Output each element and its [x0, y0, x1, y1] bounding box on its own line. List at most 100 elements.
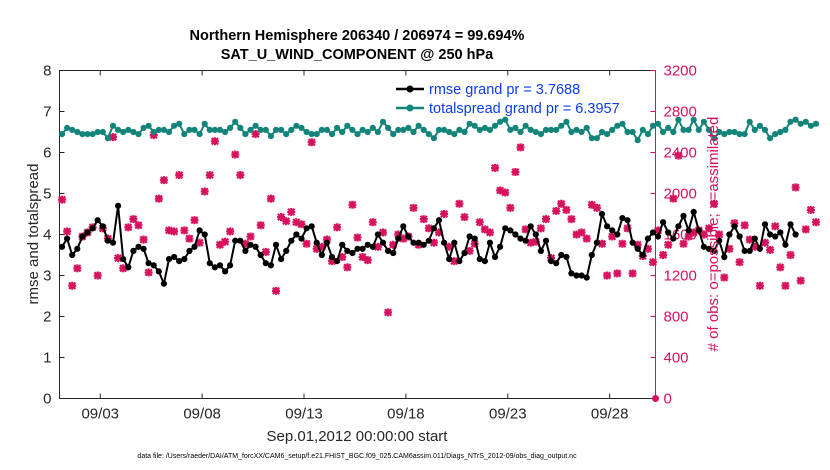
series-point-totalspread — [64, 124, 71, 131]
y-right-tick-label: 3200 — [664, 63, 697, 80]
series-point-rmse — [670, 235, 677, 242]
series-point-totalspread — [359, 126, 366, 133]
series-point-totalspread — [150, 128, 157, 136]
series-point-totalspread — [364, 128, 371, 136]
obs-marker — [170, 227, 179, 236]
series-point-rmse — [74, 245, 81, 252]
series-point-rmse — [385, 247, 392, 254]
series-point-rmse — [649, 229, 657, 236]
obs-marker — [557, 199, 566, 208]
series-point-rmse — [191, 243, 198, 250]
series-point-totalspread — [379, 118, 387, 125]
series-point-totalspread — [690, 116, 697, 123]
series-point-rmse — [558, 251, 565, 259]
obs-marker — [58, 195, 67, 204]
chart-title: Northern Hemisphere 206340 / 206974 = 99… — [190, 28, 525, 44]
series-point-totalspread — [227, 124, 234, 131]
obs-marker — [491, 163, 500, 172]
series-point-rmse — [782, 241, 789, 248]
series-point-totalspread — [761, 126, 769, 133]
series-point-totalspread — [160, 126, 167, 133]
series-point-rmse — [787, 221, 794, 228]
obs-marker — [674, 151, 683, 160]
series-point-totalspread — [670, 128, 677, 136]
series-point-rmse — [410, 239, 417, 246]
obs-marker — [185, 234, 194, 243]
series-point-rmse — [379, 239, 387, 246]
obs-marker — [210, 137, 219, 146]
obs-marker — [180, 226, 189, 235]
series-point-totalspread — [303, 128, 310, 136]
series-point-rmse — [171, 253, 178, 261]
x-tick-label: 09/03 — [81, 406, 119, 423]
series-point-rmse — [563, 253, 570, 261]
series-point-rmse — [395, 235, 402, 242]
series-point-rmse — [318, 251, 325, 259]
series-point-totalspread — [120, 128, 127, 136]
series-point-totalspread — [262, 126, 269, 133]
obs-marker — [659, 251, 668, 259]
series-point-totalspread — [385, 124, 392, 131]
obs-marker — [348, 200, 357, 209]
series-point-rmse — [430, 225, 437, 232]
series-point-totalspread — [537, 131, 545, 138]
series-point-totalspread — [446, 128, 453, 136]
series-point-totalspread — [191, 126, 198, 133]
series-point-totalspread — [614, 122, 621, 129]
series-point-totalspread — [257, 126, 264, 133]
series-point-rmse — [160, 280, 167, 287]
series-point-totalspread — [58, 131, 66, 138]
series-point-totalspread — [400, 126, 407, 133]
series-point-rmse — [165, 256, 173, 263]
series-point-totalspread — [69, 126, 76, 133]
obs-marker — [226, 227, 235, 236]
series-point-totalspread — [323, 126, 330, 133]
series-point-totalspread — [339, 128, 346, 136]
series-point-totalspread — [711, 135, 718, 142]
series-point-rmse — [665, 229, 672, 236]
series-point-rmse — [466, 233, 473, 240]
series-point-totalspread — [145, 122, 152, 129]
series-point-rmse — [374, 231, 381, 238]
series-point-rmse — [512, 231, 519, 238]
series-point-totalspread — [425, 131, 432, 138]
obs-marker — [715, 230, 724, 239]
series-point-rmse — [624, 217, 631, 224]
series-point-rmse — [695, 227, 702, 234]
series-point-rmse — [94, 217, 101, 224]
series-point-totalspread — [721, 131, 728, 138]
series-point-rmse — [527, 223, 534, 230]
obs-marker — [536, 224, 545, 233]
series-point-rmse — [176, 258, 183, 265]
obs-marker — [618, 239, 627, 248]
y-right-tick-label: 400 — [664, 350, 689, 367]
series-point-totalspread — [267, 133, 274, 140]
series-point-rmse — [644, 235, 652, 242]
obs-marker — [485, 228, 494, 237]
series-point-totalspread — [115, 126, 122, 133]
series-point-totalspread — [486, 126, 493, 133]
series-point-totalspread — [553, 126, 560, 133]
obs-marker-zero — [652, 395, 659, 402]
series-point-rmse — [741, 247, 748, 254]
obs-marker — [440, 210, 449, 218]
series-point-rmse — [629, 239, 636, 246]
series-point-totalspread — [767, 135, 774, 142]
series-point-totalspread — [109, 122, 117, 129]
y-left-tick-label: 8 — [43, 63, 51, 80]
series-point-totalspread — [344, 122, 351, 129]
series-point-rmse — [125, 264, 132, 271]
series-point-rmse — [313, 239, 320, 246]
series-point-totalspread — [298, 124, 305, 131]
obs-marker — [73, 264, 82, 273]
y-axis-right-label: # of obs: o=possible; ×=assimilated — [705, 117, 722, 352]
obs-marker — [776, 263, 785, 272]
series-point-rmse — [232, 237, 239, 244]
obs-marker — [333, 223, 342, 232]
series-point-totalspread — [349, 126, 356, 133]
obs-marker — [740, 221, 749, 230]
series-point-totalspread — [604, 131, 611, 138]
series-point-rmse — [216, 262, 224, 269]
obs-marker — [710, 199, 719, 208]
series-point-totalspread — [232, 118, 239, 125]
